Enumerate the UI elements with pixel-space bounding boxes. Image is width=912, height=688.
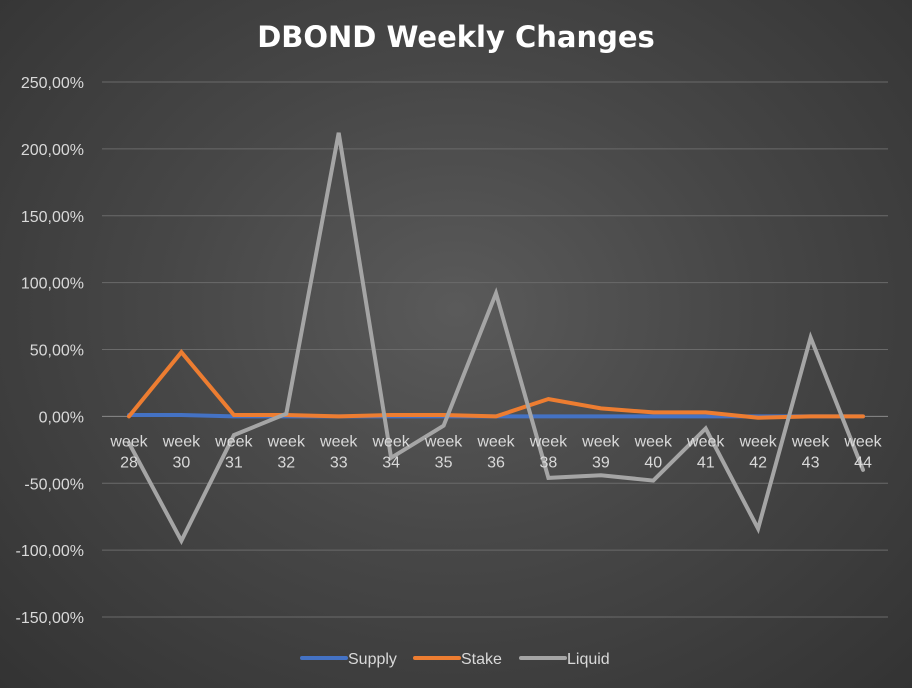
x-tick-label: week 34: [371, 433, 410, 471]
y-tick-label: -100,00%: [16, 543, 85, 560]
x-tick-label: week 42: [738, 433, 777, 471]
x-tick-label: week 40: [634, 433, 673, 471]
x-tick-label: week 41: [686, 433, 725, 471]
series-lines: [127, 132, 865, 546]
legend-item-supply: Supply: [300, 651, 397, 668]
y-tick-label: 250,00%: [21, 75, 84, 92]
x-tick-label: week 35: [424, 433, 463, 471]
x-tick-label: week 39: [581, 433, 620, 471]
legend: Supply Stake Liquid: [300, 651, 610, 668]
y-axis-ticks: 250,00% 200,00% 150,00% 100,00% 50,00% 0,00% -…: [16, 75, 85, 627]
y-tick-label: 200,00%: [21, 142, 84, 159]
y-tick-label: 50,00%: [30, 343, 84, 360]
x-tick-label: week 44: [843, 433, 882, 471]
legend-label: Stake: [461, 651, 502, 668]
x-tick-label: week 32: [267, 433, 306, 471]
series-line-stake: [127, 349, 865, 420]
x-axis-ticks: week 28 week 30 week 31 week 32 week 33 week 34 week…: [109, 433, 882, 471]
x-tick-label: week 33: [319, 433, 358, 471]
x-tick-label: week 36: [476, 433, 515, 471]
chart-title: DBOND Weekly Changes: [257, 20, 655, 54]
x-tick-label: week 38: [529, 433, 568, 471]
legend-label: Supply: [348, 651, 397, 668]
x-tick-label: week 31: [214, 433, 253, 471]
y-tick-label: 0,00%: [39, 409, 84, 426]
x-tick-label: week 28: [109, 433, 148, 471]
y-tick-label: -50,00%: [24, 476, 84, 493]
x-tick-label: week 43: [791, 433, 830, 471]
x-tick-label: week 30: [162, 433, 201, 471]
legend-item-liquid: Liquid: [519, 651, 610, 668]
y-tick-label: 100,00%: [21, 276, 84, 293]
y-tick-label: 150,00%: [21, 209, 84, 226]
legend-label: Liquid: [567, 651, 610, 668]
grid-lines: [102, 81, 888, 618]
y-tick-label: -150,00%: [16, 610, 85, 627]
series-line-liquid: [127, 132, 865, 546]
legend-item-stake: Stake: [413, 651, 502, 668]
